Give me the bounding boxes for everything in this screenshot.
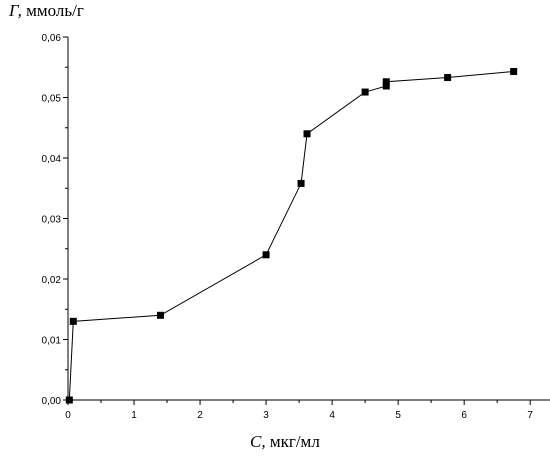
series-line — [68, 70, 514, 401]
data-point — [156, 311, 164, 319]
x-axis-unit: мкг/мл — [270, 432, 320, 451]
y-tick-label: 0,04 — [42, 154, 62, 165]
data-markers — [65, 67, 518, 404]
data-point — [65, 396, 73, 404]
y-tick-label: 0,05 — [42, 94, 62, 105]
data-point — [382, 78, 390, 86]
x-tick-label: 1 — [131, 410, 137, 421]
data-point — [69, 317, 77, 325]
x-axis-title: С, мкг/мл — [250, 432, 320, 451]
x-ticks: 0 1 2 3 4 5 6 7 — [65, 400, 533, 421]
plot-area: 0,00 0,01 0,02 0,03 0,04 0,05 0,06 0 1 2 3 4 5 6 7 — [42, 33, 550, 421]
y-tick-label: 0,01 — [42, 336, 62, 347]
y-axis-unit: ммоль/г — [26, 1, 84, 20]
data-point — [262, 251, 270, 259]
y-tick-label: 0,02 — [42, 275, 62, 286]
y-tick-label: 0,03 — [42, 215, 62, 226]
x-tick-label: 2 — [197, 410, 203, 421]
data-point — [444, 74, 452, 82]
y-axis-symbol: Г, — [8, 1, 22, 20]
x-tick-label: 6 — [461, 410, 467, 421]
y-ticks: 0,00 0,01 0,02 0,03 0,04 0,05 0,06 — [42, 33, 68, 407]
data-point — [303, 130, 311, 138]
x-tick-label: 3 — [263, 410, 269, 421]
y-axis-title: Г, ммоль/г — [8, 1, 84, 20]
data-point — [361, 88, 369, 96]
y-tick-label: 0,06 — [42, 33, 62, 44]
data-point — [510, 67, 518, 75]
x-axis-symbol: С, — [250, 432, 266, 451]
data-point — [297, 179, 305, 187]
x-tick-label: 4 — [329, 410, 335, 421]
x-tick-label: 7 — [527, 410, 533, 421]
x-tick-label: 5 — [395, 410, 401, 421]
data-point — [382, 82, 390, 90]
x-tick-label: 0 — [65, 410, 71, 421]
y-tick-label: 0,00 — [42, 396, 62, 407]
